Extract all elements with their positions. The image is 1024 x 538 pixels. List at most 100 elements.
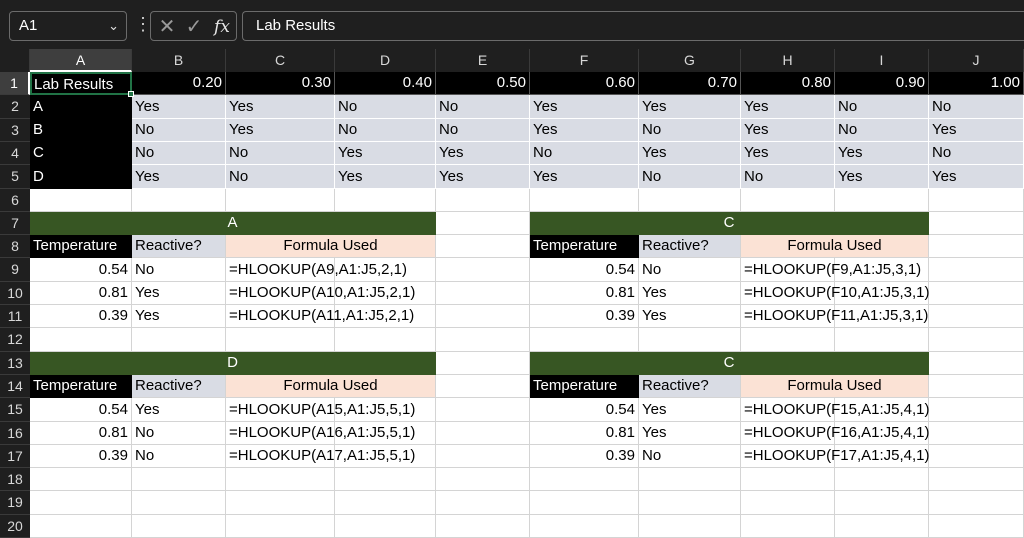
grid-cell[interactable] <box>436 398 530 422</box>
formula-text[interactable]: =HLOOKUP(A9,A1:J5,2,1) <box>226 258 436 282</box>
formula-text[interactable]: =HLOOKUP(F17,A1:J5,4,1) <box>741 445 930 468</box>
grid-cell[interactable] <box>741 328 835 352</box>
yes-no-cell[interactable]: No <box>929 95 1024 119</box>
yes-no-cell[interactable]: No <box>226 165 335 189</box>
column-header-j[interactable]: J <box>929 49 1024 72</box>
grid-cell[interactable] <box>929 398 1024 422</box>
yes-no-cell[interactable]: No <box>132 142 226 165</box>
yes-no-cell[interactable]: No <box>530 142 639 165</box>
formula-text[interactable]: =HLOOKUP(A17,A1:J5,5,1) <box>226 445 436 468</box>
row-label-cell[interactable]: B <box>30 119 132 142</box>
row-header-13[interactable]: 13 <box>0 352 30 375</box>
grid-cell[interactable] <box>30 515 132 538</box>
grid-cell[interactable] <box>835 515 929 538</box>
temperature-value[interactable]: 0.81 <box>530 282 639 305</box>
block-title[interactable]: C <box>530 212 929 235</box>
grid-cell[interactable] <box>436 305 530 328</box>
grid-cell[interactable] <box>530 491 639 515</box>
formula-text[interactable]: =HLOOKUP(A11,A1:J5,2,1) <box>226 305 436 328</box>
grid-cell[interactable] <box>835 491 929 515</box>
grid-cell[interactable] <box>639 491 741 515</box>
temperature-value[interactable]: 0.39 <box>30 445 132 468</box>
formula-header[interactable]: Formula Used <box>741 235 929 258</box>
temperature-header-cell[interactable]: 0.80 <box>741 72 835 95</box>
row-header-16[interactable]: 16 <box>0 422 30 445</box>
row-header-6[interactable]: 6 <box>0 189 30 212</box>
column-header-d[interactable]: D <box>335 49 436 72</box>
yes-no-cell[interactable]: Yes <box>226 95 335 119</box>
grid-cell[interactable] <box>929 282 1024 305</box>
reactive-value[interactable]: No <box>132 258 226 282</box>
column-header-i[interactable]: I <box>835 49 929 72</box>
grid-cell[interactable] <box>132 328 226 352</box>
grid-cell[interactable] <box>741 468 835 491</box>
grid-cell[interactable] <box>436 328 530 352</box>
grid-cell[interactable] <box>929 352 1024 375</box>
row-header-12[interactable]: 12 <box>0 328 30 352</box>
row-header-4[interactable]: 4 <box>0 142 30 165</box>
grid-cell[interactable] <box>530 515 639 538</box>
reactive-header[interactable]: Reactive? <box>639 375 741 398</box>
grid-cell[interactable] <box>436 375 530 398</box>
grid-cell[interactable] <box>639 328 741 352</box>
yes-no-cell[interactable]: Yes <box>639 95 741 119</box>
temperature-value[interactable]: 0.81 <box>30 282 132 305</box>
temperature-header[interactable]: Temperature <box>530 235 639 258</box>
block-title[interactable]: D <box>30 352 436 375</box>
grid-cell[interactable] <box>335 491 436 515</box>
column-header-f[interactable]: F <box>530 49 639 72</box>
name-box[interactable]: A1 ⌄ <box>9 11 127 41</box>
row-header-3[interactable]: 3 <box>0 119 30 142</box>
temperature-header-cell[interactable]: 0.30 <box>226 72 335 95</box>
grid-cell[interactable] <box>929 212 1024 235</box>
row-label-cell[interactable]: C <box>30 142 132 165</box>
grid-cell[interactable] <box>741 491 835 515</box>
formula-text[interactable]: =HLOOKUP(F9,A1:J5,3,1) <box>741 258 929 282</box>
grid-cell[interactable] <box>835 468 929 491</box>
grid-cell[interactable] <box>741 515 835 538</box>
row-header-2[interactable]: 2 <box>0 95 30 119</box>
temperature-header-cell[interactable]: 1.00 <box>929 72 1024 95</box>
yes-no-cell[interactable]: Yes <box>335 165 436 189</box>
grid-cell[interactable] <box>436 491 530 515</box>
yes-no-cell[interactable]: Yes <box>929 119 1024 142</box>
grid-cell[interactable] <box>929 328 1024 352</box>
temperature-header[interactable]: Temperature <box>30 375 132 398</box>
row-header-10[interactable]: 10 <box>0 282 30 305</box>
column-header-b[interactable]: B <box>132 49 226 72</box>
yes-no-cell[interactable]: Yes <box>335 142 436 165</box>
reactive-header[interactable]: Reactive? <box>639 235 741 258</box>
grid-cell[interactable] <box>436 258 530 282</box>
yes-no-cell[interactable]: No <box>639 119 741 142</box>
grid-cell[interactable] <box>226 491 335 515</box>
temperature-value[interactable]: 0.54 <box>30 258 132 282</box>
grid-cell[interactable] <box>226 515 335 538</box>
chevron-down-icon[interactable]: ⌄ <box>108 18 119 33</box>
yes-no-cell[interactable]: Yes <box>639 142 741 165</box>
formula-header[interactable]: Formula Used <box>226 235 436 258</box>
row-header-11[interactable]: 11 <box>0 305 30 328</box>
grid-cell[interactable] <box>30 468 132 491</box>
block-title[interactable]: A <box>30 212 436 235</box>
grid-cell[interactable] <box>929 375 1024 398</box>
grid-cell[interactable] <box>929 422 1024 445</box>
temperature-value[interactable]: 0.54 <box>30 398 132 422</box>
formula-text[interactable]: =HLOOKUP(A15,A1:J5,5,1) <box>226 398 436 422</box>
yes-no-cell[interactable]: No <box>835 95 929 119</box>
formula-text[interactable]: =HLOOKUP(A10,A1:J5,2,1) <box>226 282 436 305</box>
title-cell[interactable]: Lab Results <box>30 72 132 95</box>
yes-no-cell[interactable]: Yes <box>436 165 530 189</box>
reactive-value[interactable]: Yes <box>639 305 741 328</box>
temperature-value[interactable]: 0.39 <box>530 445 639 468</box>
formula-text[interactable]: =HLOOKUP(F16,A1:J5,4,1) <box>741 422 930 445</box>
reactive-value[interactable]: No <box>639 445 741 468</box>
grid-cell[interactable] <box>929 468 1024 491</box>
grid-cell[interactable] <box>530 189 639 212</box>
yes-no-cell[interactable]: No <box>226 142 335 165</box>
yes-no-cell[interactable]: Yes <box>741 119 835 142</box>
grid-cell[interactable] <box>639 189 741 212</box>
temperature-header[interactable]: Temperature <box>30 235 132 258</box>
grid-cell[interactable] <box>639 468 741 491</box>
temperature-header[interactable]: Temperature <box>530 375 639 398</box>
temperature-value[interactable]: 0.39 <box>530 305 639 328</box>
